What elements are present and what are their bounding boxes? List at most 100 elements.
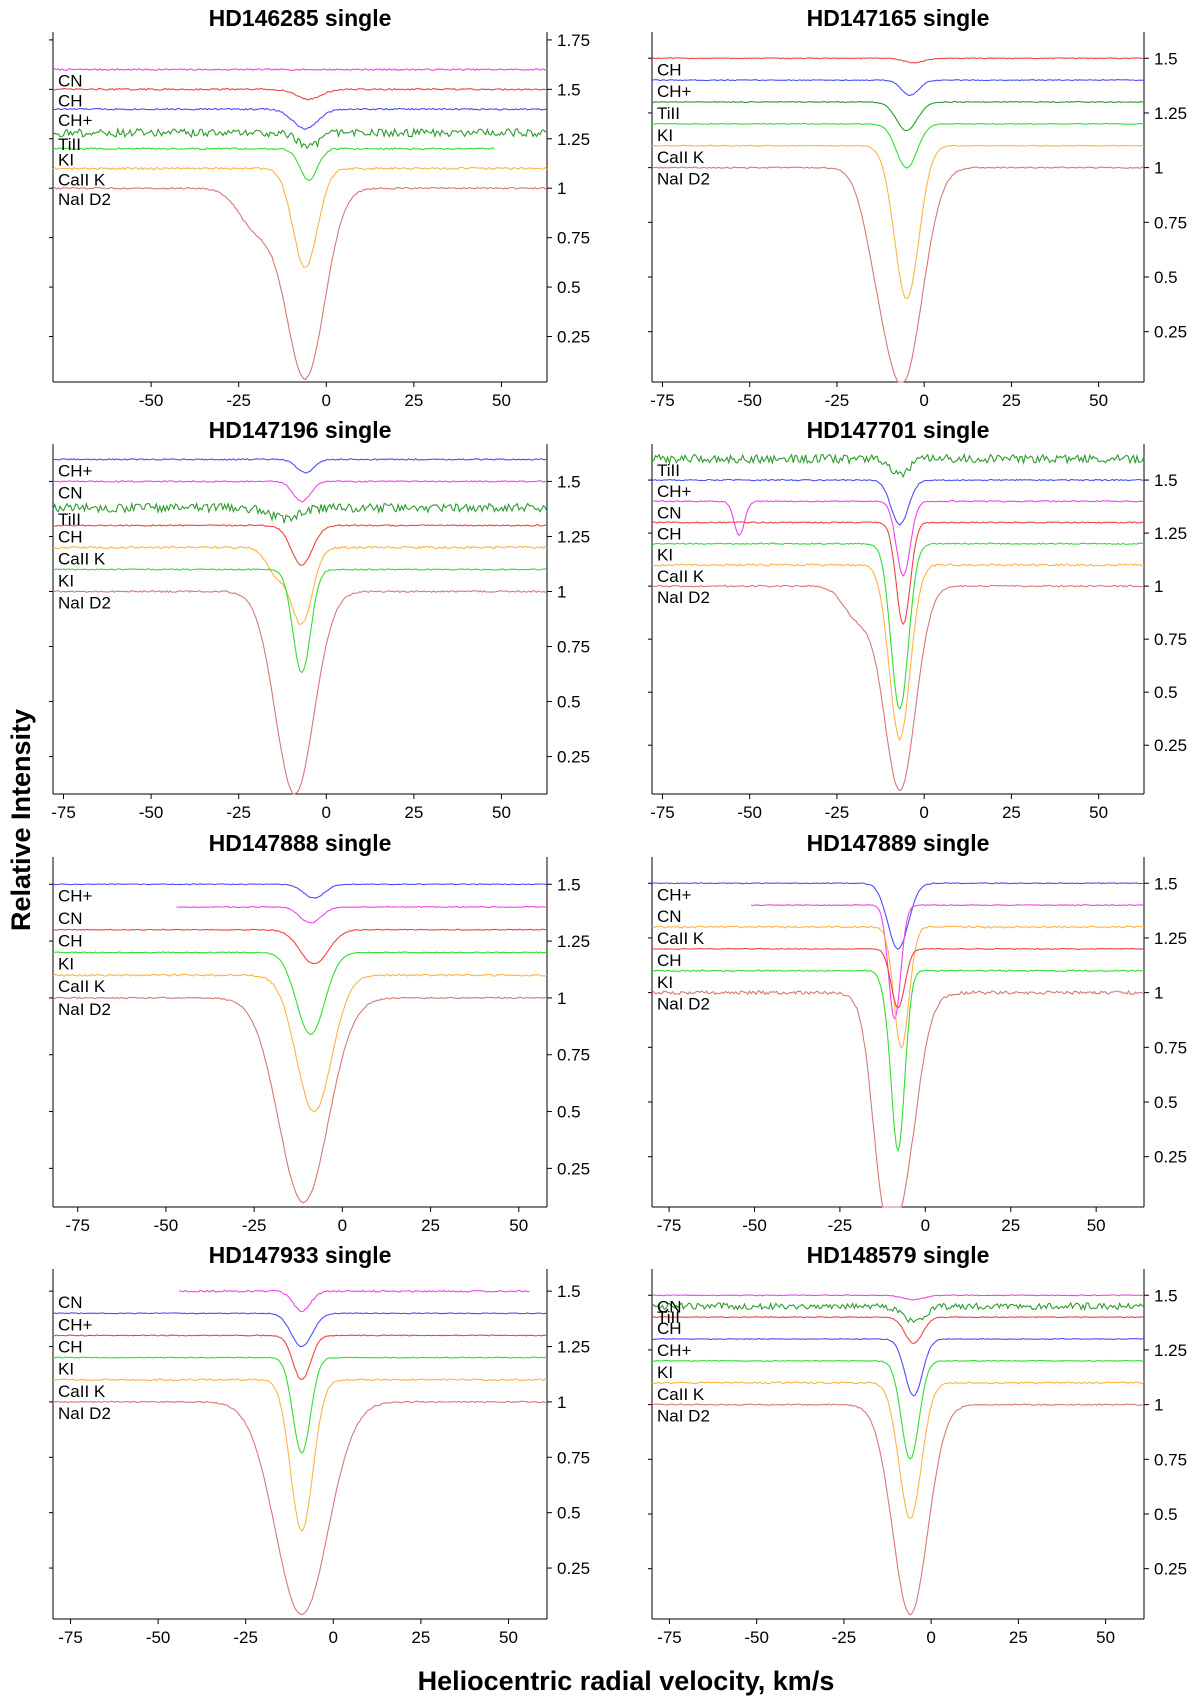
spectrum-line-ch	[651, 1316, 1145, 1344]
spectrum-panel: HD147889 single -75 -50 -25 0 25 50 0.25 0.5 0.75…	[648, 830, 1187, 1235]
y-tick-label: 1	[557, 989, 566, 1008]
x-tick-label: 25	[1001, 1216, 1020, 1235]
species-label: CN	[58, 909, 83, 928]
x-tick-label: -25	[832, 1628, 857, 1647]
x-tick-label: 0	[919, 391, 928, 410]
spectrum-line-ch	[651, 882, 1145, 950]
species-label: CH	[58, 932, 83, 951]
spectrum-line-nai-d2	[651, 989, 1145, 1208]
panel-grid: HD146285 single -50 -25 0 25 50 0.25 0.5 0.75 1 1.…	[49, 5, 1187, 1647]
y-tick-label: 1.25	[557, 932, 590, 951]
spectrum-line-ch	[52, 883, 548, 899]
x-tick-label: -50	[154, 1216, 179, 1235]
panel-title: HD147889 single	[807, 830, 990, 856]
x-tick-label: -50	[742, 1216, 767, 1235]
species-label: CaII K	[58, 977, 106, 996]
species-label: KI	[58, 151, 74, 170]
species-label: TiII	[657, 1308, 680, 1327]
y-tick-label: 1	[1154, 984, 1163, 1003]
y-tick-label: 1.5	[557, 875, 581, 894]
species-label: CaII K	[58, 170, 106, 189]
x-tick-label: 0	[322, 803, 331, 822]
y-tick-label: 0.25	[557, 748, 590, 767]
x-tick-label: -75	[650, 391, 675, 410]
y-tick-label: 1	[1154, 1396, 1163, 1415]
y-tick-label: 1.5	[1154, 471, 1178, 490]
y-tick-label: 0.5	[1154, 683, 1178, 702]
species-label: CH+	[58, 111, 93, 130]
y-tick-label: 1	[557, 582, 566, 601]
spectrum-line-ch	[651, 57, 1145, 64]
spectrum-line-ki	[652, 122, 1144, 169]
spectrum-line-tiii	[52, 501, 548, 524]
spectrum-panel: HD148579 single -75 -50 -25 0 25 50 0.25 0.5 0.75…	[648, 1242, 1187, 1647]
spectrum-line-caii-k	[52, 166, 548, 268]
spectrum-line-tiii	[651, 452, 1145, 479]
y-tick-label: 0.25	[1154, 1560, 1187, 1579]
species-label: TiII	[58, 135, 81, 154]
spectrum-line-ch	[651, 1338, 1145, 1397]
y-tick-label: 1.25	[1154, 524, 1187, 543]
x-tick-label: -75	[51, 803, 76, 822]
x-tick-label: 50	[499, 1628, 518, 1647]
x-tick-label: -25	[233, 1628, 258, 1647]
y-tick-label: 0.5	[1154, 1505, 1178, 1524]
x-tick-label: -50	[146, 1628, 171, 1647]
y-tick-label: 1.5	[557, 1282, 581, 1301]
species-label: CN	[657, 503, 682, 522]
spectrum-line-ki	[52, 147, 495, 182]
x-tick-label: -75	[650, 803, 675, 822]
panel-title: HD147196 single	[209, 417, 392, 443]
spectrum-line-nai-d2	[52, 1400, 548, 1616]
spectrum-panel: HD147933 single -75 -50 -25 0 25 50 0.25 0.5 0.75…	[49, 1242, 590, 1647]
species-label: CaII K	[657, 1385, 705, 1404]
species-label: CH+	[657, 1341, 692, 1360]
spectrum-line-cn	[652, 1294, 1145, 1301]
y-tick-label: 1.5	[1154, 49, 1178, 68]
spectrum-line-nai-d2	[651, 1403, 1145, 1616]
x-tick-label: 0	[338, 1216, 347, 1235]
spectrum-line-ki	[651, 1359, 1145, 1460]
spectrum-line-caii-k	[52, 1378, 548, 1532]
y-tick-label: 0.75	[557, 1448, 590, 1467]
spectrum-line-nai-d2	[52, 589, 548, 795]
species-label: CH+	[58, 1315, 93, 1334]
x-tick-label: -25	[825, 803, 850, 822]
spectrum-panel: HD147701 single -75 -50 -25 0 25 50 0.25 0.5 0.75…	[648, 417, 1187, 822]
spectrum-line-ki	[52, 951, 548, 1035]
species-label: CN	[58, 1293, 83, 1312]
y-tick-label: 0.5	[1154, 268, 1178, 287]
species-label: CaII K	[657, 929, 705, 948]
species-label: CH	[58, 1337, 83, 1356]
x-tick-label: 0	[322, 391, 331, 410]
x-tick-label: 0	[926, 1628, 935, 1647]
spectrum-line-ki	[651, 969, 1145, 1153]
panel-title: HD147165 single	[807, 5, 990, 31]
species-label: CaII K	[657, 148, 705, 167]
species-label: CaII K	[58, 1382, 106, 1401]
y-tick-label: 1.25	[1154, 929, 1187, 948]
spectrum-panel: HD147196 single -75 -50 -25 0 25 50 0.25 0.5 0.75…	[49, 417, 590, 822]
species-label: NaI D2	[657, 995, 710, 1014]
species-label: CH+	[657, 82, 692, 101]
x-tick-label: 25	[411, 1628, 430, 1647]
species-label: NaI D2	[657, 1407, 710, 1426]
y-tick-label: 0.75	[1154, 1038, 1187, 1057]
x-tick-label: 0	[919, 803, 928, 822]
species-label: KI	[657, 126, 673, 145]
species-label: NaI D2	[657, 588, 710, 607]
species-label: KI	[657, 546, 673, 565]
x-tick-label: 25	[404, 391, 423, 410]
y-tick-label: 0.25	[557, 1159, 590, 1178]
spectrum-line-cn	[751, 904, 1145, 1020]
x-tick-label: 0	[329, 1628, 338, 1647]
species-label: CH	[58, 91, 83, 110]
spectrum-line-ch	[52, 1334, 548, 1380]
spectrum-line-caii-k	[52, 545, 548, 626]
species-label: CH+	[58, 461, 93, 480]
x-tick-label: -50	[737, 391, 762, 410]
spectrum-line-ch	[651, 521, 1144, 626]
species-label: CN	[58, 483, 83, 502]
y-tick-label: 1.25	[557, 527, 590, 546]
species-label: CH	[58, 527, 83, 546]
